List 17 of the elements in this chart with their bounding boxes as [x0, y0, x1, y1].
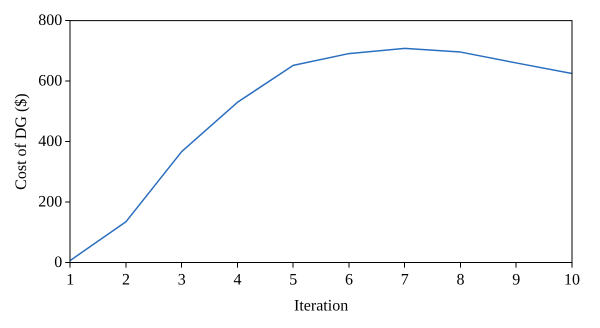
x-tick-label: 4	[233, 271, 242, 288]
x-tick-label: 9	[512, 271, 520, 288]
y-tick-label: 0	[54, 254, 62, 271]
y-tick-label: 400	[38, 132, 62, 150]
x-axis-title: Iteration	[294, 298, 348, 315]
y-axis-title: Cost of DG ($)	[12, 93, 30, 190]
x-tick-label: 7	[400, 271, 409, 288]
x-tick-label: 3	[178, 271, 186, 288]
x-tick-label: 5	[289, 271, 298, 288]
x-tick-label: 2	[122, 271, 130, 288]
y-tick-label: 600	[38, 72, 62, 90]
y-tick-label: 800	[38, 12, 62, 29]
x-tick-label: 1	[66, 271, 74, 288]
y-tick-label: 200	[38, 193, 62, 210]
x-tick-label: 6	[344, 271, 353, 288]
x-tick-label: 10	[564, 271, 580, 288]
x-tick-label: 8	[456, 271, 464, 288]
